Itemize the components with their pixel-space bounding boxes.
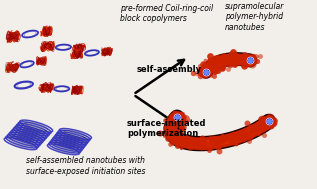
Text: pre-formed Coil-ring-coil
block copolymers: pre-formed Coil-ring-coil block copolyme… [120, 4, 214, 23]
Text: surface-initiated
polymerization: surface-initiated polymerization [127, 119, 206, 138]
Text: self-assembly: self-assembly [136, 65, 201, 74]
Text: self-assembled nanotubes with
surface-exposed initiation sites: self-assembled nanotubes with surface-ex… [26, 156, 145, 176]
Text: supramolecular
polymer-hybrid
nanotubes: supramolecular polymer-hybrid nanotubes [225, 2, 284, 32]
